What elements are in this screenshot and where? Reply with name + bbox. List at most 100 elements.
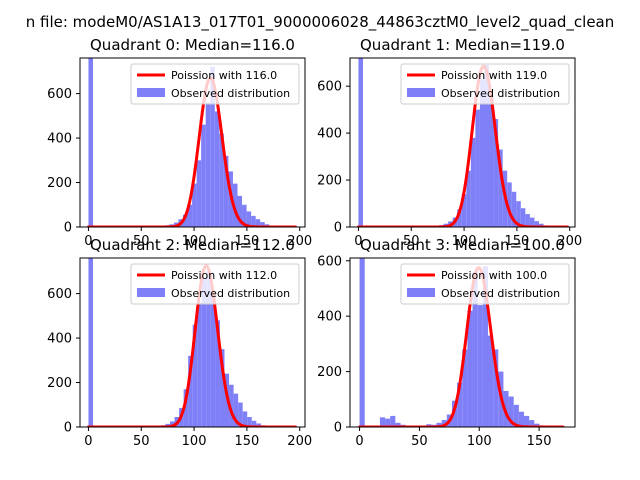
histogram-bar <box>470 137 476 227</box>
histogram-bar <box>511 191 517 227</box>
histogram-bar <box>219 349 225 427</box>
legend-label-poisson: Poission with 119.0 <box>441 69 547 82</box>
legend: Poission with 112.0 Observed distribution <box>130 263 300 305</box>
legend: Poission with 116.0 Observed distribution <box>130 63 300 105</box>
y-tick-label: 600 <box>47 87 72 102</box>
axes-frame <box>349 257 576 428</box>
histogram-bar <box>182 214 188 227</box>
histogram-bar <box>467 310 473 427</box>
x-tick-label: 100 <box>467 434 492 449</box>
x-tick-label: 50 <box>411 434 428 449</box>
axes-frame <box>349 57 576 228</box>
histogram-bar <box>246 211 252 227</box>
legend: Poission with 100.0 Observed distribution <box>400 263 570 305</box>
y-tick-label: 0 <box>64 221 72 236</box>
legend-label-poisson: Poission with 116.0 <box>171 69 277 82</box>
x-tick-label: 200 <box>557 234 582 249</box>
x-tick-label: 150 <box>234 234 259 249</box>
histogram-bar <box>214 111 220 227</box>
histogram-bar <box>183 389 189 427</box>
histogram-bar <box>475 109 480 227</box>
legend-bar-swatch <box>137 88 165 97</box>
subplot-title: Quadrant 0: Median=116.0 <box>90 36 295 54</box>
histogram-bar <box>205 102 211 227</box>
histogram-bar <box>359 258 365 427</box>
histogram-bar <box>210 66 215 227</box>
histogram-bar <box>196 160 202 227</box>
histogram-bar <box>88 258 93 427</box>
y-tick-label: 200 <box>47 376 72 391</box>
subplot-quadrant-1: 0 50 100 150 200 0 200 400 600 Quadrant 1: Median… <box>317 36 582 249</box>
histogram-bar <box>247 416 252 427</box>
legend-label-poisson: Poission with 112.0 <box>171 269 277 282</box>
histogram-bar <box>223 155 229 227</box>
histogram-bar <box>487 335 494 427</box>
axes-frame <box>79 257 306 428</box>
histogram-bar <box>232 183 238 227</box>
x-tick-label: 200 <box>287 434 312 449</box>
histogram-bar <box>493 349 499 427</box>
x-tick-label: 200 <box>287 234 312 249</box>
histogram-bar <box>451 400 458 427</box>
y-tick-label: 600 <box>317 254 342 269</box>
histogram-bar <box>466 170 471 227</box>
x-tick-label: 150 <box>234 434 259 449</box>
legend-label-observed: Observed distribution <box>441 87 560 100</box>
histogram-bar <box>260 222 265 227</box>
histogram-bar <box>201 278 207 427</box>
histogram-bar <box>233 393 239 427</box>
y-tick-label: 0 <box>64 421 72 436</box>
histogram-bar <box>238 402 243 427</box>
legend-box <box>130 263 300 305</box>
histogram-bar <box>529 217 535 227</box>
subplot-title: Quadrant 2: Median=112.0 <box>90 236 295 254</box>
histogram-bar <box>482 266 488 427</box>
legend-box <box>130 63 300 105</box>
histogram-bar <box>192 183 197 227</box>
histogram-bar <box>457 209 462 227</box>
histogram-bar <box>477 305 483 427</box>
histogram-bar <box>170 421 175 427</box>
legend-bar-swatch <box>407 288 435 297</box>
y-tick-label: 200 <box>47 176 72 191</box>
histogram-bar <box>219 133 224 227</box>
x-tick-label: 0 <box>355 434 363 449</box>
histogram-bar <box>197 302 202 427</box>
histogram-bar <box>229 384 234 427</box>
y-tick-label: 600 <box>47 287 72 302</box>
histogram-bar <box>251 420 257 427</box>
x-tick-label: 100 <box>182 434 207 449</box>
histogram-bar <box>358 58 363 227</box>
y-tick-label: 200 <box>317 174 342 189</box>
histogram-bar <box>520 208 526 227</box>
y-tick-label: 400 <box>317 127 342 142</box>
histogram-bar <box>379 417 386 427</box>
legend-label-observed: Observed distribution <box>171 87 290 100</box>
histogram-bar <box>489 95 494 227</box>
histogram-bar <box>479 79 485 227</box>
histogram-bar <box>498 149 503 227</box>
x-tick-label: 0 <box>84 234 92 249</box>
subplot-quadrant-0: 0 50 100 150 200 0 200 400 600 Quadrant 0: Median… <box>47 36 312 249</box>
histogram-bar <box>538 223 544 227</box>
subplot-quadrant-2: 0 50 100 150 200 0 200 400 600 Quadrant 2: Median… <box>47 236 312 449</box>
y-tick-label: 0 <box>334 221 342 236</box>
histogram-bar <box>493 119 499 227</box>
histogram-bar <box>534 423 540 427</box>
y-tick-label: 400 <box>47 132 72 147</box>
x-tick-label: 50 <box>133 434 150 449</box>
legend-box <box>400 263 570 305</box>
figure-suptitle: n file: modeM0/AS1A13_017T01_9000006028_… <box>26 13 615 32</box>
subplot-title: Quadrant 1: Median=119.0 <box>360 36 565 54</box>
x-tick-label: 0 <box>354 234 362 249</box>
histogram-bar <box>395 422 401 427</box>
y-tick-label: 200 <box>317 365 342 380</box>
x-tick-label: 50 <box>403 234 420 249</box>
histogram-bar <box>215 320 220 427</box>
histogram-bar <box>507 182 512 227</box>
axes-frame <box>79 57 306 228</box>
histogram-bar <box>518 411 525 427</box>
histogram-bar <box>513 404 519 427</box>
histogram-bar <box>192 324 198 427</box>
